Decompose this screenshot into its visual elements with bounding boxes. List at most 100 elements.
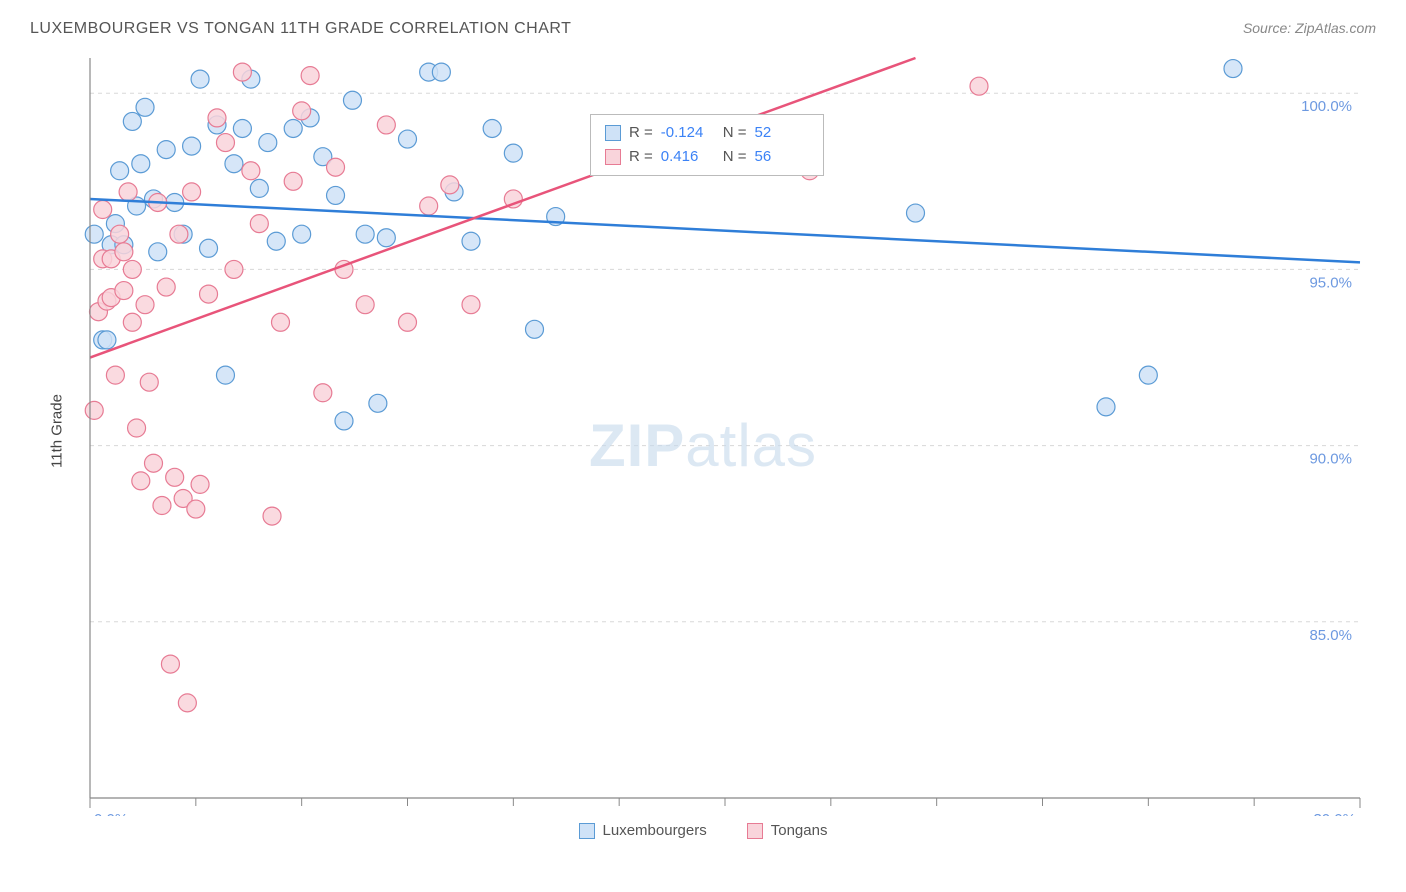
data-point bbox=[132, 155, 150, 173]
data-point bbox=[301, 67, 319, 85]
data-point bbox=[161, 655, 179, 673]
data-point bbox=[327, 158, 345, 176]
header: LUXEMBOURGER VS TONGAN 11TH GRADE CORREL… bbox=[30, 20, 1376, 38]
data-point bbox=[504, 144, 522, 162]
data-point bbox=[432, 63, 450, 81]
data-point bbox=[216, 134, 234, 152]
data-point bbox=[123, 112, 141, 130]
data-point bbox=[441, 176, 459, 194]
data-point bbox=[293, 102, 311, 120]
data-point bbox=[1224, 60, 1242, 78]
data-point bbox=[136, 296, 154, 314]
chart-area: 11th Grade ZIPatlas 85.0% 90.0% 95.0% 100.0… bbox=[30, 46, 1376, 816]
data-point bbox=[462, 232, 480, 250]
data-point bbox=[284, 119, 302, 137]
data-point bbox=[123, 313, 141, 331]
data-point bbox=[85, 401, 103, 419]
data-point bbox=[284, 172, 302, 190]
data-point bbox=[106, 366, 124, 384]
data-point bbox=[263, 507, 281, 525]
y-tick-label: 90.0% bbox=[1309, 451, 1352, 468]
data-point bbox=[293, 225, 311, 243]
y-tick-label: 100.0% bbox=[1301, 98, 1352, 115]
data-point bbox=[225, 155, 243, 173]
data-point bbox=[200, 239, 218, 257]
x-tick-label: 0.0% bbox=[94, 811, 128, 816]
data-point bbox=[377, 116, 395, 134]
data-point bbox=[356, 225, 374, 243]
legend-label: Luxembourgers bbox=[603, 822, 707, 839]
chart-title: LUXEMBOURGER VS TONGAN 11TH GRADE CORREL… bbox=[30, 20, 571, 38]
data-point bbox=[462, 296, 480, 314]
data-point bbox=[225, 260, 243, 278]
data-point bbox=[970, 77, 988, 95]
data-point bbox=[115, 243, 133, 261]
legend-swatch bbox=[747, 823, 763, 839]
legend-item: Tongans bbox=[747, 822, 828, 839]
data-point bbox=[335, 412, 353, 430]
data-point bbox=[191, 70, 209, 88]
data-point bbox=[343, 91, 361, 109]
data-point bbox=[128, 419, 146, 437]
data-point bbox=[399, 313, 417, 331]
stats-row: R =0.416N =56 bbox=[605, 145, 809, 169]
data-point bbox=[314, 384, 332, 402]
regression-line bbox=[90, 199, 1360, 262]
data-point bbox=[420, 197, 438, 215]
data-point bbox=[178, 694, 196, 712]
data-point bbox=[183, 183, 201, 201]
stats-n-label: N = bbox=[723, 121, 747, 145]
data-point bbox=[111, 225, 129, 243]
stats-r-label: R = bbox=[629, 121, 653, 145]
data-point bbox=[250, 215, 268, 233]
legend-item: Luxembourgers bbox=[579, 822, 707, 839]
legend-swatch bbox=[579, 823, 595, 839]
data-point bbox=[272, 313, 290, 331]
stats-r-value: 0.416 bbox=[661, 145, 715, 169]
data-point bbox=[136, 98, 154, 116]
data-point bbox=[483, 119, 501, 137]
data-point bbox=[907, 204, 925, 222]
data-point bbox=[191, 475, 209, 493]
data-point bbox=[526, 320, 544, 338]
regression-line bbox=[90, 58, 916, 358]
data-point bbox=[208, 109, 226, 127]
data-point bbox=[149, 243, 167, 261]
data-point bbox=[399, 130, 417, 148]
stats-r-label: R = bbox=[629, 145, 653, 169]
data-point bbox=[132, 472, 150, 490]
data-point bbox=[170, 225, 188, 243]
data-point bbox=[85, 225, 103, 243]
stats-row: R = -0.124 N = 52 bbox=[605, 121, 809, 145]
data-point bbox=[250, 179, 268, 197]
data-point bbox=[183, 137, 201, 155]
watermark: ZIPatlas bbox=[589, 412, 817, 479]
data-point bbox=[377, 229, 395, 247]
data-point bbox=[233, 63, 251, 81]
data-point bbox=[166, 468, 184, 486]
data-point bbox=[157, 278, 175, 296]
data-point bbox=[98, 331, 116, 349]
data-point bbox=[119, 183, 137, 201]
data-point bbox=[1097, 398, 1115, 416]
y-tick-label: 95.0% bbox=[1309, 274, 1352, 291]
data-point bbox=[327, 186, 345, 204]
data-point bbox=[153, 497, 171, 515]
data-point bbox=[356, 296, 374, 314]
data-point bbox=[111, 162, 129, 180]
data-point bbox=[369, 394, 387, 412]
data-point bbox=[145, 454, 163, 472]
y-axis-label: 11th Grade bbox=[48, 394, 65, 468]
legend-swatch bbox=[605, 149, 621, 165]
legend-swatch bbox=[605, 125, 621, 141]
data-point bbox=[157, 141, 175, 159]
data-point bbox=[233, 119, 251, 137]
stats-r-value: -0.124 bbox=[661, 121, 715, 145]
source-label: Source: ZipAtlas.com bbox=[1243, 20, 1376, 36]
y-tick-label: 85.0% bbox=[1309, 627, 1352, 644]
stats-n-value: 52 bbox=[755, 121, 809, 145]
data-point bbox=[187, 500, 205, 518]
stats-n-value: 56 bbox=[755, 145, 809, 169]
data-point bbox=[216, 366, 234, 384]
data-point bbox=[1139, 366, 1157, 384]
